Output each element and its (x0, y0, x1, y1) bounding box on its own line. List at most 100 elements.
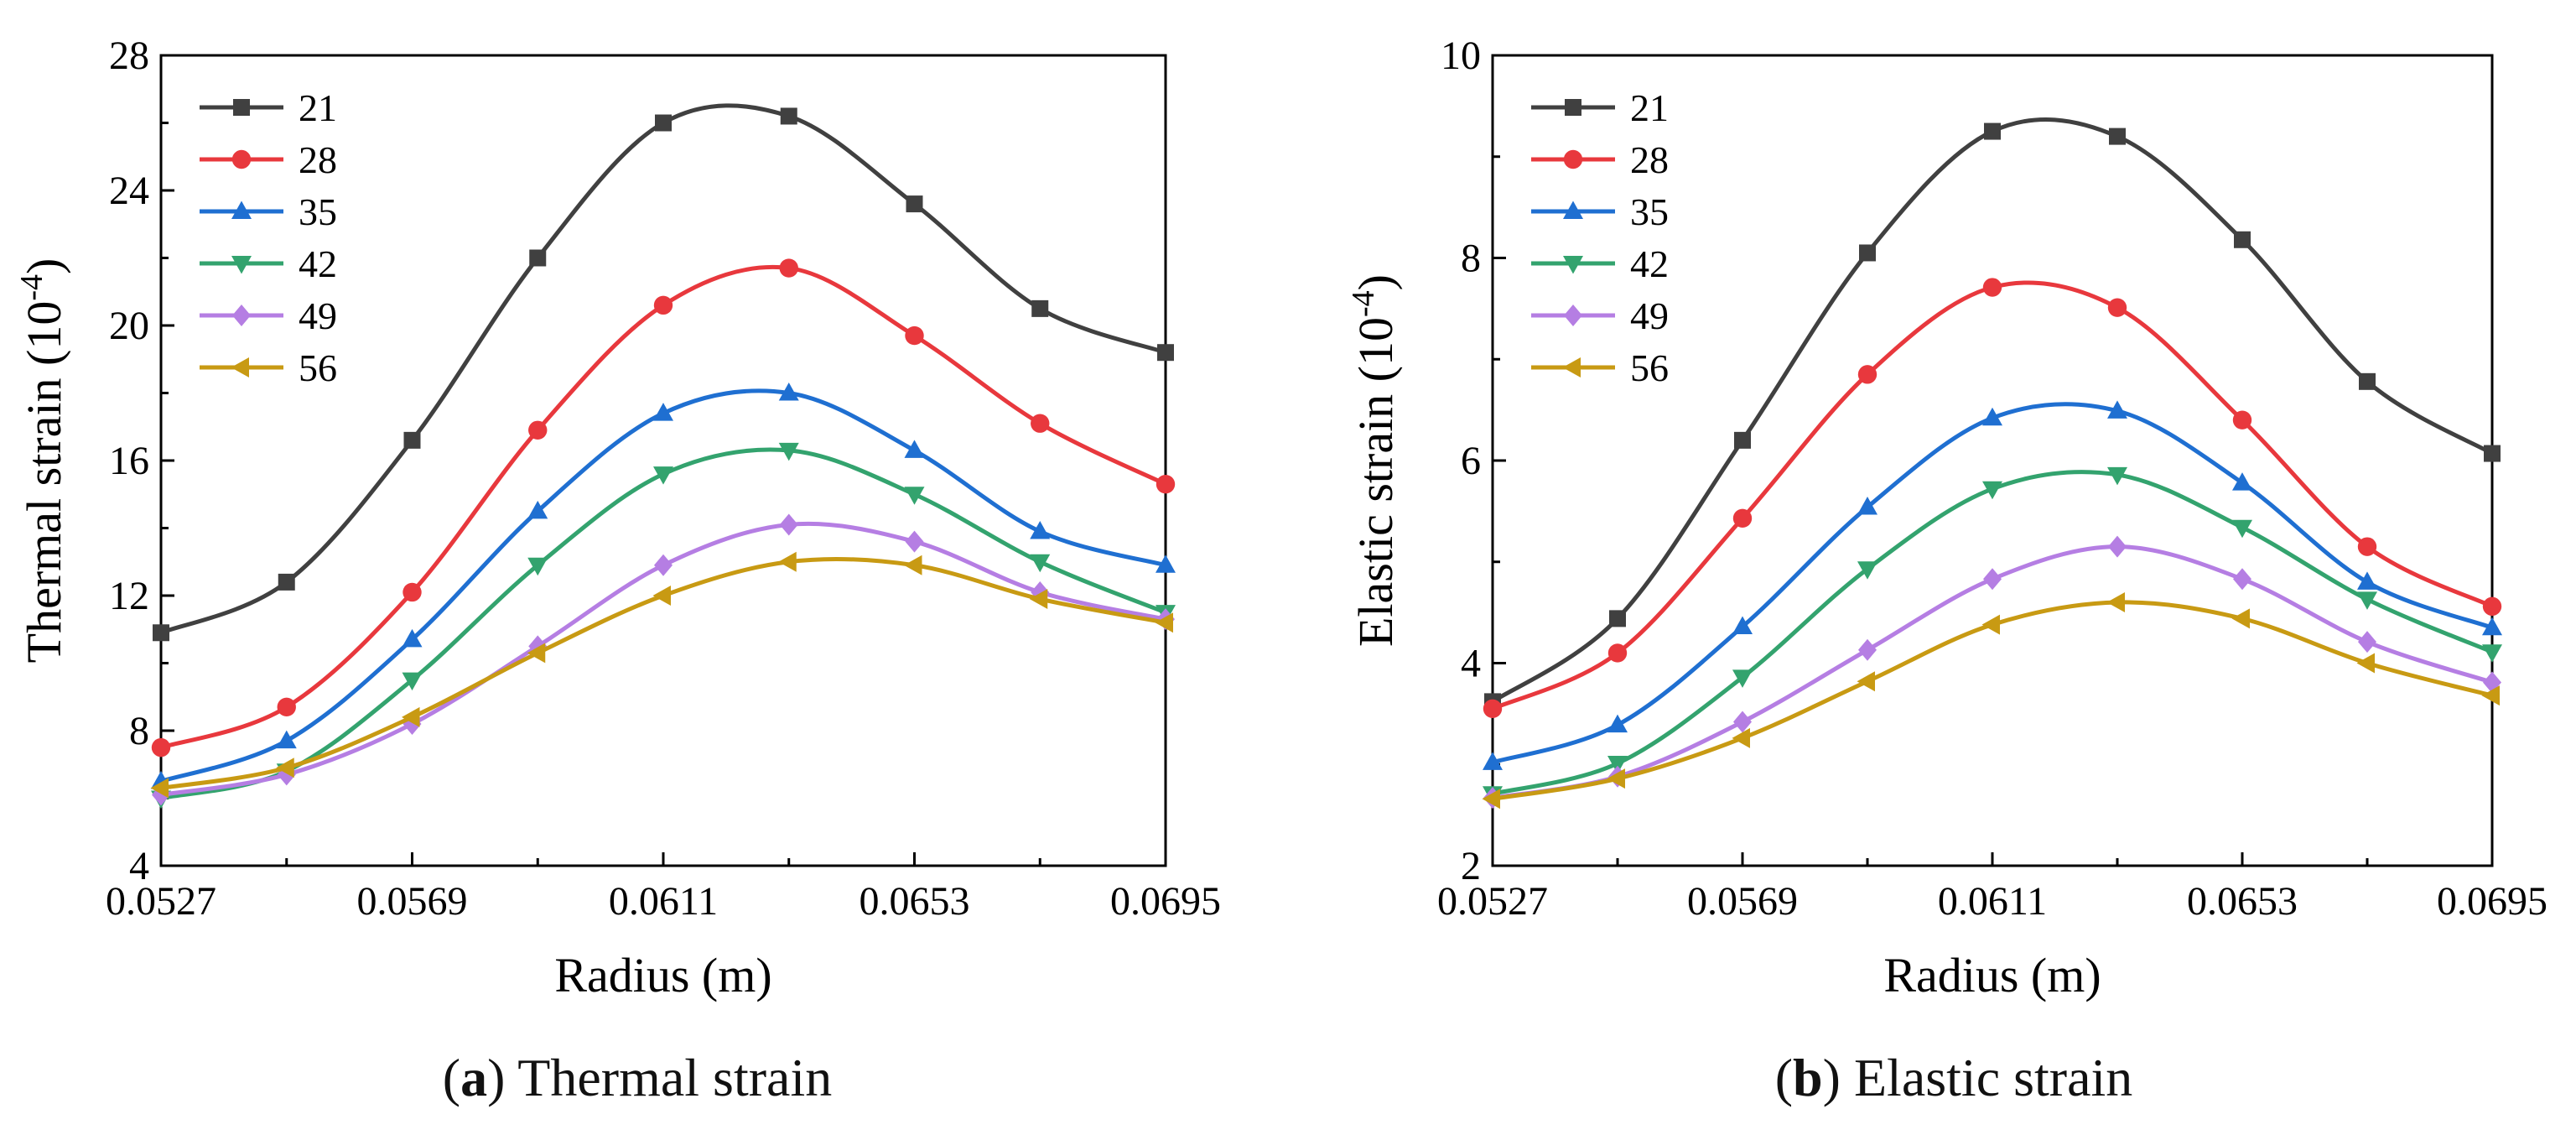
legend-label: 28 (1630, 138, 1669, 181)
x-tick-label: 0.0653 (2187, 879, 2298, 924)
series-49 (1483, 535, 2501, 810)
data-point (2481, 685, 2500, 706)
legend-item: 49 (1531, 294, 1669, 337)
data-point (1031, 414, 1050, 433)
y-tick-label: 6 (1461, 439, 1481, 483)
data-point (1156, 554, 1176, 573)
x-tick-label: 0.0695 (2437, 879, 2547, 924)
data-point (1732, 508, 1753, 528)
y-tick-label: 4 (1461, 642, 1481, 686)
legend-label: 49 (299, 294, 337, 337)
series-56 (150, 551, 1173, 799)
y-tick-label: 28 (109, 34, 149, 78)
data-point (1607, 768, 1625, 789)
legend-label: 42 (299, 242, 337, 285)
series-56 (1482, 592, 2500, 810)
legend-item: 42 (200, 242, 337, 285)
legend-marker (1563, 200, 1583, 219)
data-point (529, 249, 547, 267)
series-line (1491, 117, 2494, 704)
legend-label: 28 (299, 138, 337, 181)
data-point (1156, 474, 1176, 494)
data-point (151, 737, 171, 758)
data-point (2107, 298, 2127, 317)
data-point (1031, 299, 1049, 317)
legend-label: 35 (1630, 190, 1669, 233)
data-point (2482, 596, 2502, 617)
data-point (2482, 617, 2502, 636)
data-point (1732, 669, 1753, 688)
data-point (905, 325, 924, 346)
legend-marker (1563, 149, 1583, 169)
data-point (402, 672, 423, 691)
legend-item: 28 (1531, 138, 1669, 181)
data-point (2234, 231, 2251, 248)
data-point (1857, 671, 1875, 692)
legend-marker (1564, 305, 1582, 326)
y-tick-label: 4 (129, 844, 149, 888)
series-28 (151, 258, 1176, 758)
y-axis-label: Thermal strain (10-4) (14, 258, 71, 664)
data-point (2233, 568, 2251, 591)
data-point (1607, 714, 1628, 733)
legend-label: 21 (1630, 86, 1669, 129)
legend-marker (231, 357, 249, 377)
data-point (2357, 591, 2377, 610)
data-point (904, 554, 922, 575)
data-point (277, 697, 296, 717)
data-point (1483, 699, 1503, 719)
data-point (1982, 407, 2002, 426)
data-point (2107, 400, 2127, 419)
data-point (904, 487, 925, 505)
data-point (1857, 365, 1877, 384)
data-point (2107, 466, 2127, 486)
data-point (2356, 653, 2375, 674)
legend-marker (231, 149, 252, 169)
x-tick-label: 0.0569 (1687, 879, 1798, 924)
data-point (1157, 344, 1174, 362)
data-point (1981, 614, 2000, 635)
chart-panel-thermal-strain: 0.0527 0.0569 0.0611 0.0653 0.0695 4 8 12 16 20 24… (14, 34, 1221, 1002)
data-point (402, 628, 423, 648)
x-tick-label: 0.0527 (106, 879, 216, 924)
legend-label: 21 (299, 86, 337, 129)
y-tick-label: 10 (1441, 34, 1481, 78)
x-tick-label: 0.0611 (609, 879, 718, 924)
data-point (778, 442, 799, 461)
data-point (904, 440, 925, 458)
y-tick-label: 12 (109, 574, 149, 618)
data-point (1732, 616, 1753, 635)
data-point (1734, 431, 1751, 449)
data-point (1155, 612, 1173, 633)
legend-label: 42 (1630, 242, 1669, 285)
data-point (2109, 128, 2126, 145)
chart-panel-elastic-strain: 0.0527 0.0569 0.0611 0.0653 0.0695 2 4 6 8 10 Radi… (1346, 34, 2547, 1002)
legend-marker (233, 99, 250, 116)
legend-label: 56 (1630, 346, 1669, 389)
data-point (2484, 445, 2501, 462)
data-point (2359, 372, 2376, 390)
legend-marker (1562, 357, 1581, 377)
legend-label: 49 (1630, 294, 1669, 337)
x-axis-label: Radius (m) (1883, 948, 2101, 1002)
x-tick-label: 0.0653 (860, 879, 970, 924)
series-35 (151, 383, 1176, 789)
data-point (906, 195, 923, 213)
data-point (2357, 537, 2377, 556)
panel-caption-b: (b) Elastic strain (1774, 1048, 2133, 1107)
data-point (2482, 644, 2502, 663)
series-line (160, 447, 1166, 800)
data-point (1483, 752, 1503, 770)
x-tick-label: 0.0611 (1938, 879, 2047, 924)
data-point (655, 114, 672, 132)
x-axis-label: Radius (m) (554, 948, 771, 1002)
y-tick-label: 20 (109, 304, 149, 348)
x-tick-label: 0.0569 (357, 879, 468, 924)
data-point (1732, 727, 1750, 748)
data-point (778, 383, 799, 401)
data-point (527, 643, 546, 664)
data-point (653, 466, 673, 485)
data-point (1030, 521, 1051, 539)
data-point (2232, 410, 2252, 430)
